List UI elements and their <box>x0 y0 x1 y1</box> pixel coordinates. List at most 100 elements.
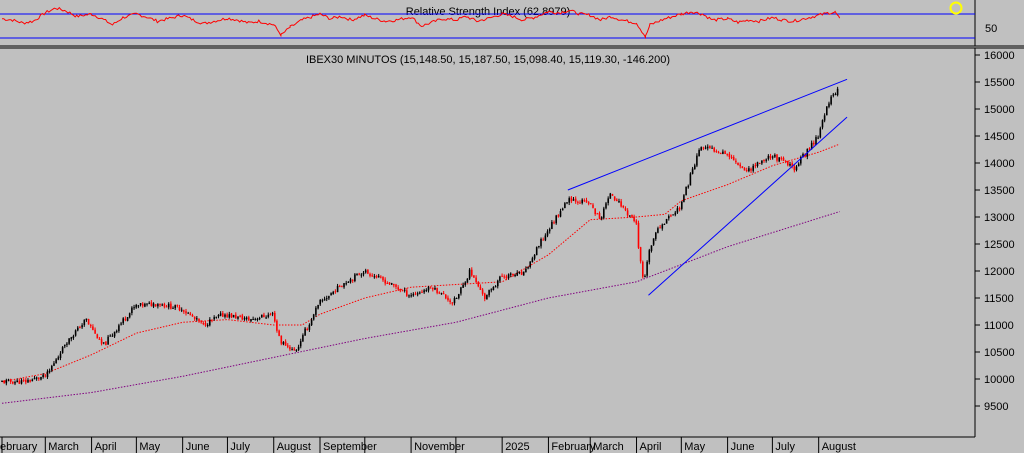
candle-body <box>419 292 421 294</box>
candle-body <box>90 325 92 327</box>
candle-body <box>356 273 358 275</box>
rsi-title: Relative Strength Index (62.8979) <box>406 6 571 18</box>
candle-body <box>826 106 828 116</box>
candle-body <box>644 275 646 278</box>
candle-body <box>594 208 596 214</box>
candle-body <box>315 307 317 315</box>
candle-body <box>154 304 157 307</box>
candle-body <box>758 163 761 164</box>
candle-body <box>668 216 670 219</box>
price-title: IBEX30 MINUTOS (15,148.50, 15,187.50, 15… <box>306 54 670 66</box>
candle-body <box>172 307 174 309</box>
candle-body <box>343 283 345 288</box>
candle-body <box>633 216 635 221</box>
candle-body <box>278 330 280 336</box>
price-tick-label: 10000 <box>984 374 1015 386</box>
candle-body <box>637 222 640 248</box>
candle-body <box>735 160 737 163</box>
candle-body <box>616 199 618 202</box>
candle-body <box>33 378 36 380</box>
candle-body <box>360 274 363 276</box>
candle-body <box>765 159 767 161</box>
candle-body <box>555 215 557 224</box>
price-tick-label: 15500 <box>984 77 1015 89</box>
candle-body <box>600 217 603 219</box>
candle-body <box>22 379 25 381</box>
candle-body <box>148 302 150 304</box>
candle-body <box>479 286 482 290</box>
candle-body <box>122 318 124 324</box>
candle-body <box>163 304 166 307</box>
candle-body <box>834 94 837 96</box>
candle-body <box>756 162 759 166</box>
candle-body <box>752 165 754 171</box>
rsi-panel: Relative Strength Index (62.8979) 50 <box>0 0 1024 47</box>
candle-body <box>728 153 731 157</box>
price-tick-label: 9500 <box>984 401 1008 413</box>
candle-body <box>213 317 215 320</box>
candle-body <box>551 221 553 229</box>
candle-body <box>261 314 263 318</box>
candle-body <box>538 246 540 247</box>
candle-body <box>657 228 659 233</box>
candle-body <box>460 287 462 294</box>
candle-body <box>499 276 501 281</box>
candle-body <box>334 291 337 293</box>
candle-body <box>118 325 120 332</box>
candle-body <box>3 380 5 384</box>
candle-body <box>364 270 367 273</box>
candle-body <box>421 291 423 293</box>
candle-body <box>150 302 153 306</box>
candle-body <box>44 375 47 377</box>
candle-body <box>245 317 248 320</box>
candle-body <box>646 261 648 276</box>
candle-body <box>702 147 705 149</box>
candle-body <box>611 194 614 196</box>
candle-body <box>429 287 432 289</box>
candle-body <box>215 316 218 318</box>
candle-body <box>178 307 181 311</box>
candle-body <box>332 291 334 294</box>
candle-body <box>74 330 77 336</box>
candle-body <box>191 315 194 317</box>
candle-body <box>38 378 40 380</box>
candle-body <box>672 214 674 216</box>
candle-body <box>293 348 296 351</box>
candle-body <box>92 326 94 330</box>
candle-body <box>267 314 270 317</box>
candle-body <box>183 310 185 312</box>
candle-body <box>29 379 31 382</box>
candle-body <box>815 137 817 145</box>
candle-body <box>561 208 564 211</box>
candle-body <box>659 227 661 229</box>
candle-body <box>605 203 607 209</box>
candle-body <box>382 276 384 281</box>
candle-body <box>185 311 187 314</box>
candle-body <box>347 281 350 283</box>
candle-body <box>380 276 382 278</box>
candle-body <box>681 201 683 209</box>
candle-body <box>782 157 785 161</box>
time-tick-label: September <box>323 441 377 453</box>
candle-body <box>5 380 8 384</box>
candle-body <box>821 120 824 128</box>
candle-body <box>813 142 815 145</box>
candle-body <box>609 193 612 199</box>
candle-body <box>42 374 44 377</box>
candle-body <box>522 271 525 276</box>
candle-body <box>250 319 252 322</box>
candle-body <box>535 247 538 256</box>
candle-body <box>83 319 86 326</box>
candle-body <box>109 335 111 337</box>
candle-body <box>436 287 438 293</box>
time-tick-label: ebruary <box>0 441 38 453</box>
price-tick-label: 16000 <box>984 50 1015 62</box>
candle-body <box>572 199 575 201</box>
candle-body <box>810 142 813 149</box>
candle-body <box>698 150 700 156</box>
candle-body <box>546 231 549 236</box>
candle-body <box>295 349 298 351</box>
candle-body <box>674 212 677 215</box>
candle-body <box>176 305 179 307</box>
candle-body <box>484 293 486 299</box>
